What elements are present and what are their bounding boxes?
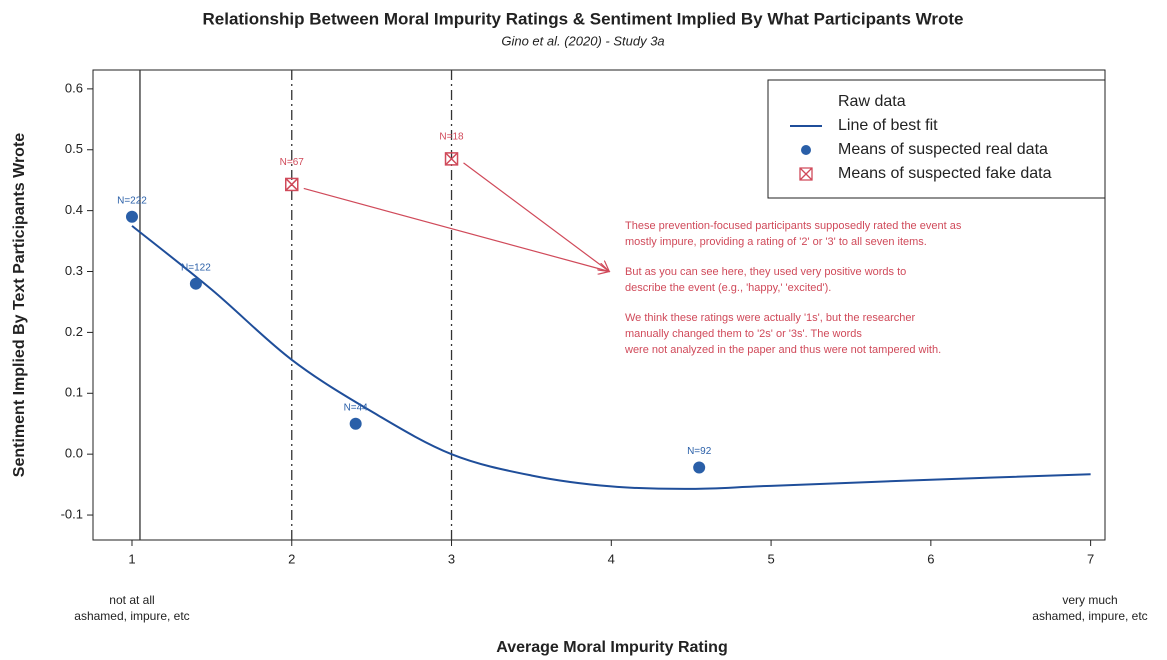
x-tick-label: 3 bbox=[448, 551, 455, 566]
y-tick-label: 0.3 bbox=[65, 263, 83, 278]
annotation: manually changed them to '2s' or '3s'. T… bbox=[625, 328, 862, 340]
fake-box bbox=[444, 152, 459, 166]
y-tick-label: 0.0 bbox=[65, 446, 83, 461]
plot-frame bbox=[92, 69, 1106, 541]
y-tick-label: 0.1 bbox=[65, 385, 83, 400]
n-label: N=222 bbox=[117, 195, 147, 206]
x-tick-label: 1 bbox=[128, 551, 135, 566]
annotation: were not analyzed in the paper and thus … bbox=[624, 344, 941, 356]
n-label: N=122 bbox=[181, 262, 211, 273]
legend-label: Raw data bbox=[838, 93, 906, 110]
n-label: N=92 bbox=[687, 446, 712, 457]
legend-box-x bbox=[799, 167, 813, 181]
legend-box bbox=[767, 79, 1106, 199]
arrow bbox=[303, 187, 610, 271]
annotation: mostly impure, providing a rating of '2'… bbox=[625, 236, 927, 248]
fake-x bbox=[285, 177, 299, 191]
annotation: describe the event (e.g., 'happy,' 'exci… bbox=[625, 282, 831, 294]
x-tick-label: 7 bbox=[1087, 551, 1094, 566]
fake-mean bbox=[285, 177, 299, 192]
y-axis-label: Sentiment Implied By Text Participants W… bbox=[11, 133, 28, 477]
x-tick-label: 5 bbox=[767, 551, 774, 566]
legend-label: Means of suspected real data bbox=[838, 141, 1048, 158]
x-tick-sublabel: ashamed, impure, etc bbox=[1032, 609, 1147, 623]
chart-subtitle: Gino et al. (2020) - Study 3a bbox=[501, 33, 664, 48]
y-tick-label: 0.5 bbox=[65, 141, 83, 156]
arrow bbox=[463, 162, 610, 272]
x-tick-label: 2 bbox=[288, 551, 295, 566]
fit-line bbox=[131, 225, 1091, 490]
real-mean bbox=[349, 417, 362, 430]
x-tick-sublabel: very much bbox=[1062, 593, 1117, 607]
legend-label: Means of suspected fake data bbox=[838, 165, 1052, 182]
x-tick-label: 4 bbox=[608, 551, 615, 566]
n-label: N=67 bbox=[280, 157, 305, 168]
n-label: N=18 bbox=[439, 132, 464, 143]
annotation: These prevention-focused participants su… bbox=[625, 220, 962, 232]
chart-title: Relationship Between Moral Impurity Rati… bbox=[202, 9, 963, 28]
fake-mean bbox=[444, 152, 459, 166]
legend-dot bbox=[801, 145, 811, 155]
x-tick-sublabel: ashamed, impure, etc bbox=[74, 609, 189, 623]
annotation: We think these ratings were actually '1s… bbox=[625, 312, 915, 324]
real-mean bbox=[189, 277, 202, 290]
real-mean bbox=[693, 461, 706, 474]
fake-x bbox=[444, 152, 459, 166]
real-mean bbox=[125, 210, 138, 223]
fake-box bbox=[285, 177, 299, 192]
n-label: N=44 bbox=[344, 402, 369, 413]
x-tick-sublabel: not at all bbox=[109, 593, 154, 607]
x-axis-label: Average Moral Impurity Rating bbox=[496, 639, 727, 656]
y-tick-label: 0.2 bbox=[65, 324, 83, 339]
annotation: But as you can see here, they used very … bbox=[625, 266, 906, 278]
y-tick-label: -0.1 bbox=[61, 506, 83, 521]
y-tick-label: 0.4 bbox=[65, 202, 83, 217]
legend-label: Line of best fit bbox=[838, 117, 938, 134]
x-tick-label: 6 bbox=[927, 551, 934, 566]
y-tick-label: 0.6 bbox=[65, 80, 83, 95]
